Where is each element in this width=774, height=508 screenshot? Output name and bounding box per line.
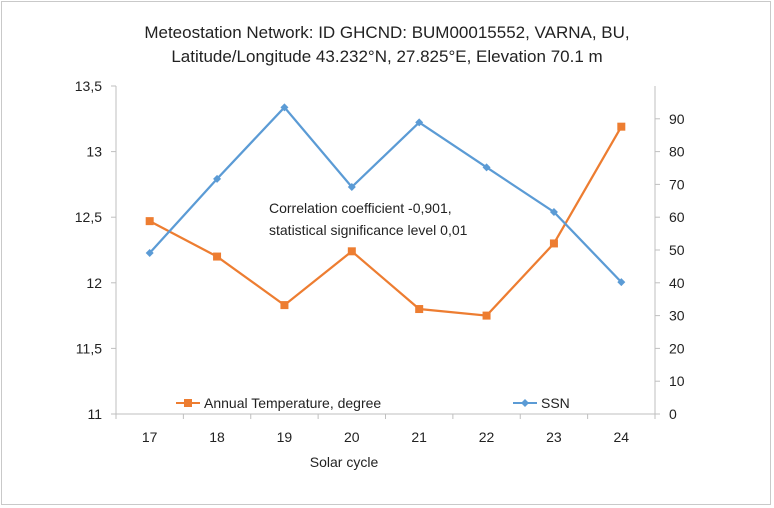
- ssn-data-point: [280, 103, 289, 112]
- x-tick-label: 23: [546, 429, 562, 445]
- ssn-data-point: [145, 248, 154, 257]
- right-tick-label: 50: [669, 242, 685, 258]
- left-tick-label: 12: [86, 275, 102, 291]
- correlation-annotation-line-2: statistical significance level 0,01: [269, 222, 468, 238]
- right-tick-label: 40: [669, 275, 685, 291]
- right-tick-label: 60: [669, 209, 685, 225]
- temperature-data-point: [347, 247, 356, 256]
- series-layer: [145, 103, 626, 320]
- right-axis-ticks: 0 10 20 30 40 50 60 70 80 90: [655, 111, 685, 422]
- right-tick-label: 20: [669, 340, 685, 356]
- left-tick-label: 11: [87, 406, 102, 422]
- x-tick-label: 18: [209, 429, 225, 445]
- right-tick-label: 80: [669, 144, 685, 160]
- x-axis-ticks: 17 18 19 20 21 22 23 24: [115, 414, 656, 445]
- temperature-series-line: [149, 126, 623, 317]
- ssn-data-point: [482, 163, 491, 172]
- chart-title-line-2: Latitude/Longitude 43.232°N, 27.825°E, E…: [171, 47, 602, 66]
- legend-ssn-label: SSN: [541, 395, 570, 411]
- ssn-data-point: [549, 207, 558, 216]
- temperature-data-point: [549, 239, 558, 248]
- ssn-data-point: [213, 174, 222, 183]
- x-tick-label: 20: [344, 429, 360, 445]
- temperature-data-point: [482, 311, 491, 320]
- ssn-data-point: [617, 278, 626, 287]
- legend-ssn-marker: [521, 399, 529, 407]
- right-tick-label: 70: [669, 176, 685, 192]
- legend: Annual Temperature, degree SSN: [176, 395, 570, 411]
- temperature-data-point: [617, 122, 626, 131]
- ssn-series-line: [148, 105, 623, 283]
- right-tick-label: 30: [669, 308, 685, 324]
- right-tick-label: 10: [669, 373, 685, 389]
- left-axis-ticks: 11 11,5 12 12,5 13 13,5: [75, 78, 116, 422]
- temperature-data-point: [145, 217, 154, 226]
- temperature-data-point: [213, 252, 222, 261]
- left-tick-label: 11,5: [76, 340, 102, 356]
- temperature-data-point: [415, 305, 424, 314]
- legend-temperature-label: Annual Temperature, degree: [204, 395, 381, 411]
- x-tick-label: 24: [614, 429, 630, 445]
- left-tick-label: 12,5: [75, 209, 102, 225]
- ssn-data-point: [347, 183, 356, 192]
- ssn-data-point: [415, 118, 424, 127]
- x-tick-label: 17: [142, 429, 158, 445]
- correlation-annotation-line-1: Correlation coefficient -0,901,: [269, 200, 452, 216]
- temperature-data-point: [280, 301, 289, 310]
- right-tick-label: 0: [669, 406, 677, 422]
- chart-title-line-1: Meteostation Network: ID GHCND: BUM00015…: [144, 23, 629, 42]
- left-tick-label: 13,5: [75, 78, 102, 94]
- x-tick-label: 19: [277, 429, 293, 445]
- x-axis-label: Solar cycle: [310, 454, 379, 470]
- x-tick-label: 22: [479, 429, 495, 445]
- left-tick-label: 13: [86, 144, 102, 160]
- right-tick-label: 90: [669, 111, 685, 127]
- x-tick-label: 21: [411, 429, 427, 445]
- legend-temperature-marker: [184, 399, 192, 407]
